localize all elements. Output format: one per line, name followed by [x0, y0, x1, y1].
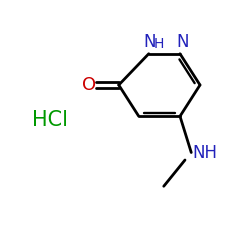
Text: N: N	[144, 33, 156, 51]
Text: N: N	[177, 33, 189, 51]
Text: O: O	[82, 76, 96, 94]
Text: NH: NH	[192, 144, 218, 162]
Text: H: H	[154, 37, 164, 51]
Text: HCl: HCl	[32, 110, 68, 130]
